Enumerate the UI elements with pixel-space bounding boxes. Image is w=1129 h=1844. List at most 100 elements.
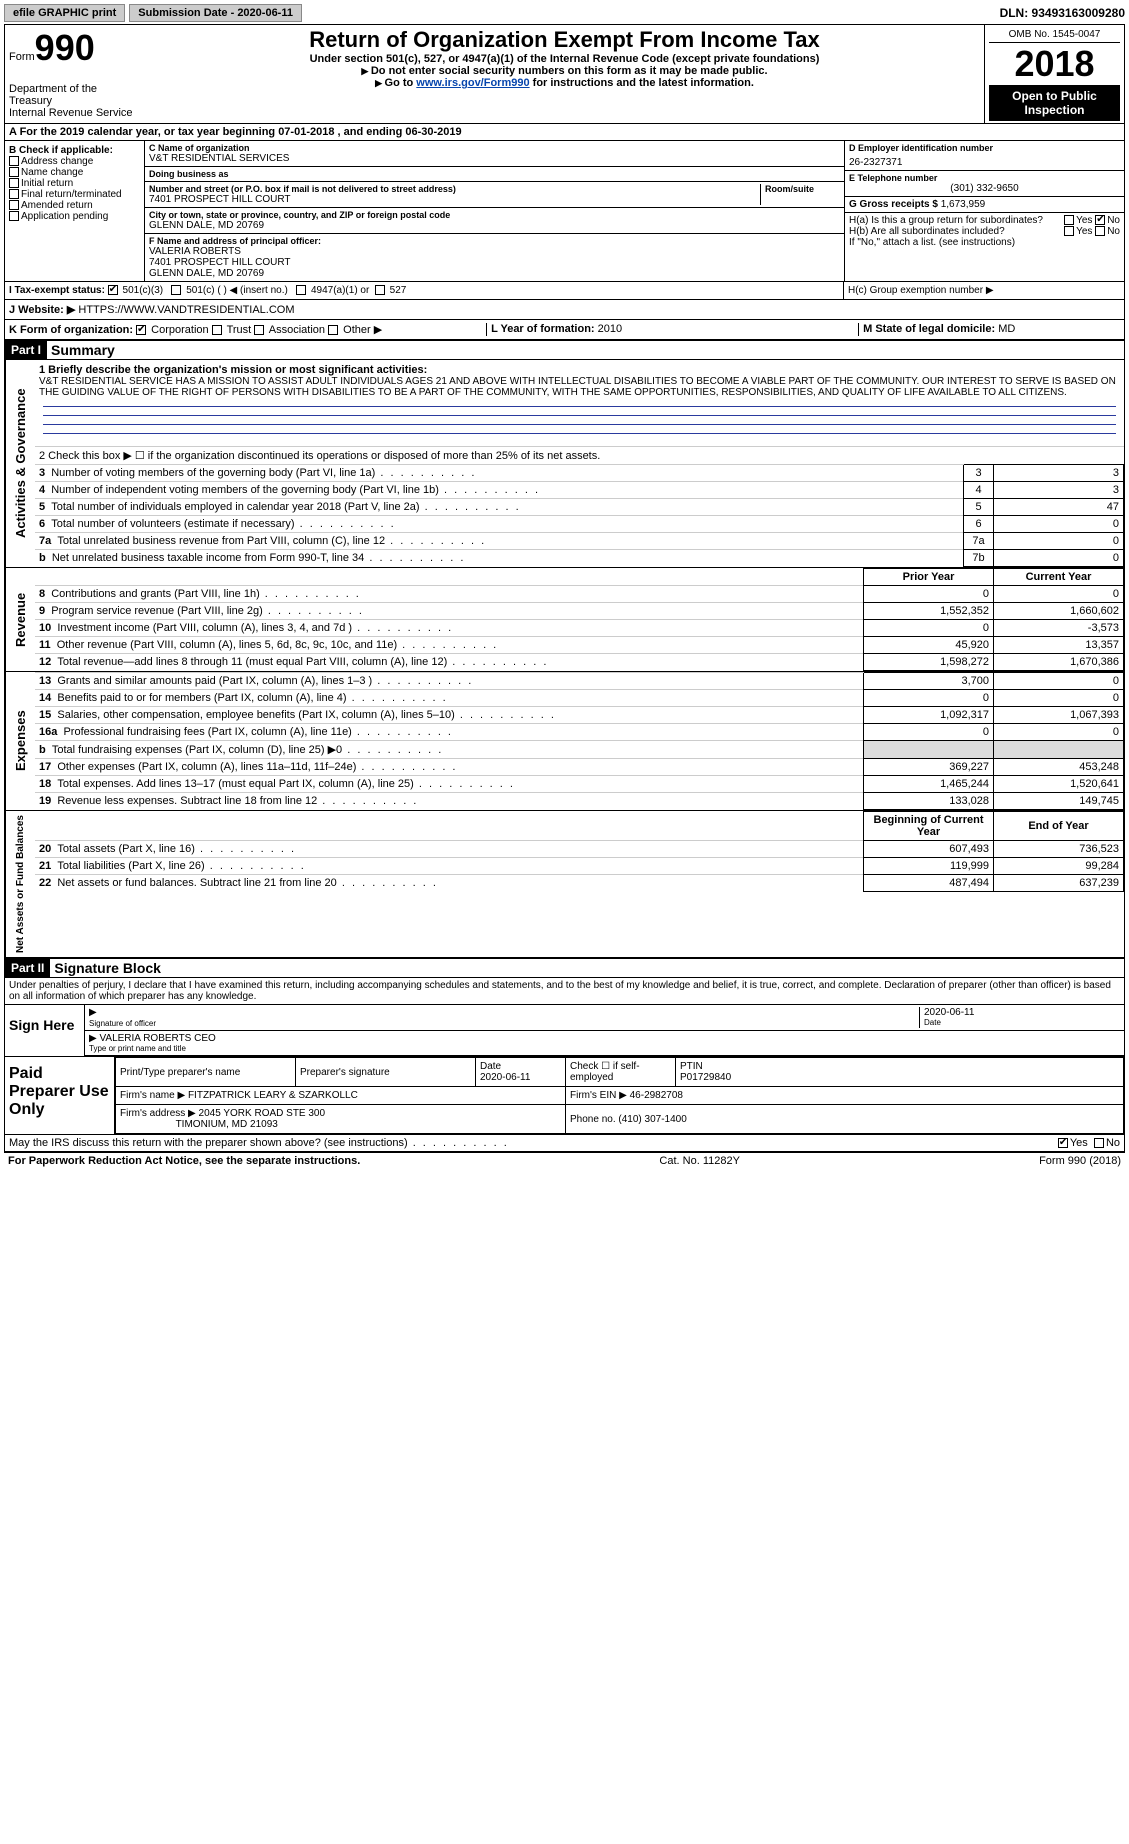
cb-corp[interactable] [136, 325, 146, 335]
ssn-warning: Do not enter social security numbers on … [371, 65, 768, 77]
cb-527[interactable] [375, 285, 385, 295]
cb-name-change[interactable] [9, 167, 19, 177]
lbl-assoc: Association [269, 324, 325, 336]
addr-value: 7401 PROSPECT HILL COURT [149, 194, 760, 205]
cb-app-pending[interactable] [9, 211, 19, 221]
ein-value: 26-2327371 [849, 157, 1120, 168]
prep-date-value: 2020-06-11 [480, 1072, 530, 1083]
hc-label: H(c) Group exemption number ▶ [844, 282, 1124, 299]
part-ii-header: Part II [5, 959, 50, 977]
sig-officer-label: Signature of officer [89, 1019, 919, 1028]
ha-label: H(a) Is this a group return for subordin… [849, 215, 1043, 226]
lbl-final-return: Final return/terminated [21, 189, 122, 200]
lbl-other: Other ▶ [343, 324, 382, 336]
addr-label: Number and street (or P.O. box if mail i… [149, 184, 760, 194]
footer-left: For Paperwork Reduction Act Notice, see … [8, 1155, 360, 1167]
year-formation: 2010 [598, 323, 622, 335]
room-label: Room/suite [765, 184, 840, 194]
website-value: HTTPS://WWW.VANDTRESIDENTIAL.COM [78, 304, 294, 316]
name-title-label: Type or print name and title [89, 1044, 1120, 1053]
expenses-table: 13 Grants and similar amounts paid (Part… [35, 672, 1124, 810]
lbl-no2: No [1107, 226, 1120, 237]
line-2: 2 Check this box ▶ ☐ if the organization… [35, 446, 1124, 464]
part-i-title: Summary [51, 342, 115, 358]
firm-name: FITZPATRICK LEARY & SZARKOLLC [188, 1090, 358, 1101]
cb-4947[interactable] [296, 285, 306, 295]
form-subtitle: Under section 501(c), 527, or 4947(a)(1)… [149, 53, 980, 65]
ptin-value: P01729840 [680, 1072, 731, 1083]
sig-date-label: Date [924, 1018, 1120, 1027]
irs-link[interactable]: www.irs.gov/Form990 [416, 77, 529, 89]
cb-initial-return[interactable] [9, 178, 19, 188]
firm-addr-label: Firm's address ▶ [120, 1108, 196, 1119]
goto-suffix: for instructions and the latest informat… [530, 77, 754, 89]
paid-preparer-label: Paid Preparer Use Only [5, 1057, 115, 1134]
prep-sig-label: Preparer's signature [296, 1058, 476, 1087]
officer-addr: 7401 PROSPECT HILL COURT [149, 257, 840, 268]
b-label: B Check if applicable: [9, 145, 140, 156]
g-label: G Gross receipts $ [849, 199, 938, 210]
form-title: Return of Organization Exempt From Incom… [149, 27, 980, 53]
phone-value: (301) 332-9650 [849, 183, 1120, 194]
ptin-label: PTIN [680, 1061, 703, 1072]
lbl-501c3: 501(c)(3) [123, 285, 164, 296]
discuss-question: May the IRS discuss this return with the… [9, 1137, 509, 1149]
lbl-discuss-no: No [1106, 1137, 1120, 1149]
officer-city: GLENN DALE, MD 20769 [149, 268, 840, 279]
lbl-address-change: Address change [21, 156, 93, 167]
form-number: 990 [35, 27, 95, 68]
dept-treasury: Department of the Treasury [9, 83, 141, 107]
goto-prefix: Go to [385, 77, 417, 89]
lbl-trust: Trust [227, 324, 252, 336]
m-label: M State of legal domicile: [863, 323, 995, 335]
sig-date: 2020-06-11 [924, 1007, 1120, 1018]
cb-trust[interactable] [212, 325, 222, 335]
governance-table: 3 Number of voting members of the govern… [35, 464, 1124, 567]
cb-address-change[interactable] [9, 156, 19, 166]
vtab-governance: Activities & Governance [5, 360, 35, 567]
cb-other[interactable] [328, 325, 338, 335]
lbl-initial-return: Initial return [21, 178, 73, 189]
row-a-period: A For the 2019 calendar year, or tax yea… [4, 124, 1125, 141]
firm-phone-label: Phone no. [570, 1114, 616, 1125]
i-label: I Tax-exempt status: [9, 285, 105, 296]
lbl-yes: Yes [1076, 215, 1092, 226]
open-inspection: Open to Public Inspection [989, 85, 1120, 121]
cb-discuss-no[interactable] [1094, 1138, 1104, 1148]
form-box: Form990 Department of the Treasury Inter… [5, 25, 145, 123]
vtab-revenue: Revenue [5, 568, 35, 671]
firm-ein-label: Firm's EIN ▶ [570, 1090, 627, 1101]
revenue-table: Prior YearCurrent Year8 Contributions an… [35, 568, 1124, 671]
l-label: L Year of formation: [491, 323, 595, 335]
firm-addr2: TIMONIUM, MD 21093 [176, 1119, 278, 1130]
cb-ha-no[interactable] [1095, 215, 1105, 225]
self-employed-label: Check ☐ if self-employed [566, 1058, 676, 1087]
lbl-4947: 4947(a)(1) or [311, 285, 369, 296]
sign-here-label: Sign Here [5, 1005, 85, 1056]
lbl-no: No [1107, 215, 1120, 226]
hb-label: H(b) Are all subordinates included? [849, 226, 1005, 237]
cb-discuss-yes[interactable] [1058, 1138, 1068, 1148]
mission-text: V&T RESIDENTIAL SERVICE HAS A MISSION TO… [39, 376, 1120, 398]
tax-year: 2018 [989, 43, 1120, 85]
prep-name-label: Print/Type preparer's name [116, 1058, 296, 1087]
firm-phone: (410) 307-1400 [618, 1114, 686, 1125]
dba-label: Doing business as [149, 169, 840, 179]
cb-assoc[interactable] [254, 325, 264, 335]
city-label: City or town, state or province, country… [149, 210, 840, 220]
cb-ha-yes[interactable] [1064, 215, 1074, 225]
cb-501c3[interactable] [108, 285, 118, 295]
cb-hb-no[interactable] [1095, 226, 1105, 236]
dln: DLN: 93493163009280 [1000, 6, 1125, 20]
submission-date: Submission Date - 2020-06-11 [129, 4, 302, 22]
cb-hb-yes[interactable] [1064, 226, 1074, 236]
cb-amended[interactable] [9, 200, 19, 210]
cb-501c[interactable] [171, 285, 181, 295]
h-note: If "No," attach a list. (see instruction… [849, 237, 1120, 248]
c-name-label: C Name of organization [149, 143, 840, 153]
omb-number: OMB No. 1545-0047 [989, 27, 1120, 43]
cb-final-return[interactable] [9, 189, 19, 199]
footer-right: Form 990 (2018) [1039, 1155, 1121, 1167]
part-ii-title: Signature Block [54, 960, 161, 976]
j-label: J Website: ▶ [9, 304, 75, 316]
